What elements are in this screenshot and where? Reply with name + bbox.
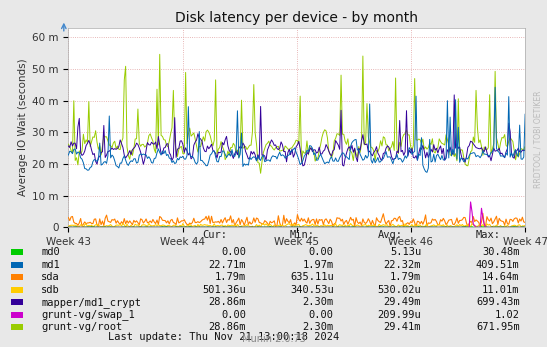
Text: 22.32m: 22.32m: [383, 260, 421, 270]
Title: Disk latency per device - by month: Disk latency per device - by month: [175, 11, 418, 25]
Text: Max:: Max:: [476, 230, 501, 240]
Text: 1.02: 1.02: [494, 310, 520, 320]
Text: 5.13u: 5.13u: [390, 247, 421, 257]
Text: mapper/md1_crypt: mapper/md1_crypt: [41, 297, 141, 308]
Text: md1: md1: [41, 260, 60, 270]
Text: 1.79m: 1.79m: [215, 272, 246, 282]
Text: 501.36u: 501.36u: [202, 285, 246, 295]
Text: 340.53u: 340.53u: [290, 285, 334, 295]
Text: 2.30m: 2.30m: [302, 322, 334, 332]
Text: 22.71m: 22.71m: [208, 260, 246, 270]
Text: 209.99u: 209.99u: [377, 310, 421, 320]
Text: sda: sda: [41, 272, 60, 282]
Text: 671.95m: 671.95m: [476, 322, 520, 332]
Text: 2.30m: 2.30m: [302, 297, 334, 307]
Text: 1.79m: 1.79m: [390, 272, 421, 282]
Text: 530.02u: 530.02u: [377, 285, 421, 295]
Text: 0.00: 0.00: [221, 247, 246, 257]
Text: 0.00: 0.00: [221, 310, 246, 320]
Text: 29.41m: 29.41m: [383, 322, 421, 332]
Text: grunt-vg/root: grunt-vg/root: [41, 322, 123, 332]
Text: md0: md0: [41, 247, 60, 257]
Text: 14.64m: 14.64m: [482, 272, 520, 282]
Text: 29.49m: 29.49m: [383, 297, 421, 307]
Text: Last update: Thu Nov 21 13:00:18 2024: Last update: Thu Nov 21 13:00:18 2024: [108, 332, 339, 341]
Text: 409.51m: 409.51m: [476, 260, 520, 270]
Text: 635.11u: 635.11u: [290, 272, 334, 282]
Text: Avg:: Avg:: [377, 230, 403, 240]
Text: 0.00: 0.00: [309, 310, 334, 320]
Text: 28.86m: 28.86m: [208, 322, 246, 332]
Text: 30.48m: 30.48m: [482, 247, 520, 257]
Text: 699.43m: 699.43m: [476, 297, 520, 307]
Text: 11.01m: 11.01m: [482, 285, 520, 295]
Text: Munin 2.0.73: Munin 2.0.73: [242, 334, 305, 344]
Text: Min:: Min:: [290, 230, 315, 240]
Text: 1.97m: 1.97m: [302, 260, 334, 270]
Text: 28.86m: 28.86m: [208, 297, 246, 307]
Text: RRDTOOL / TOBI OETIKER: RRDTOOL / TOBI OETIKER: [534, 90, 543, 187]
Text: 0.00: 0.00: [309, 247, 334, 257]
Text: sdb: sdb: [41, 285, 60, 295]
Text: grunt-vg/swap_1: grunt-vg/swap_1: [41, 309, 135, 320]
Text: Cur:: Cur:: [202, 230, 228, 240]
Y-axis label: Average IO Wait (seconds): Average IO Wait (seconds): [18, 59, 28, 196]
